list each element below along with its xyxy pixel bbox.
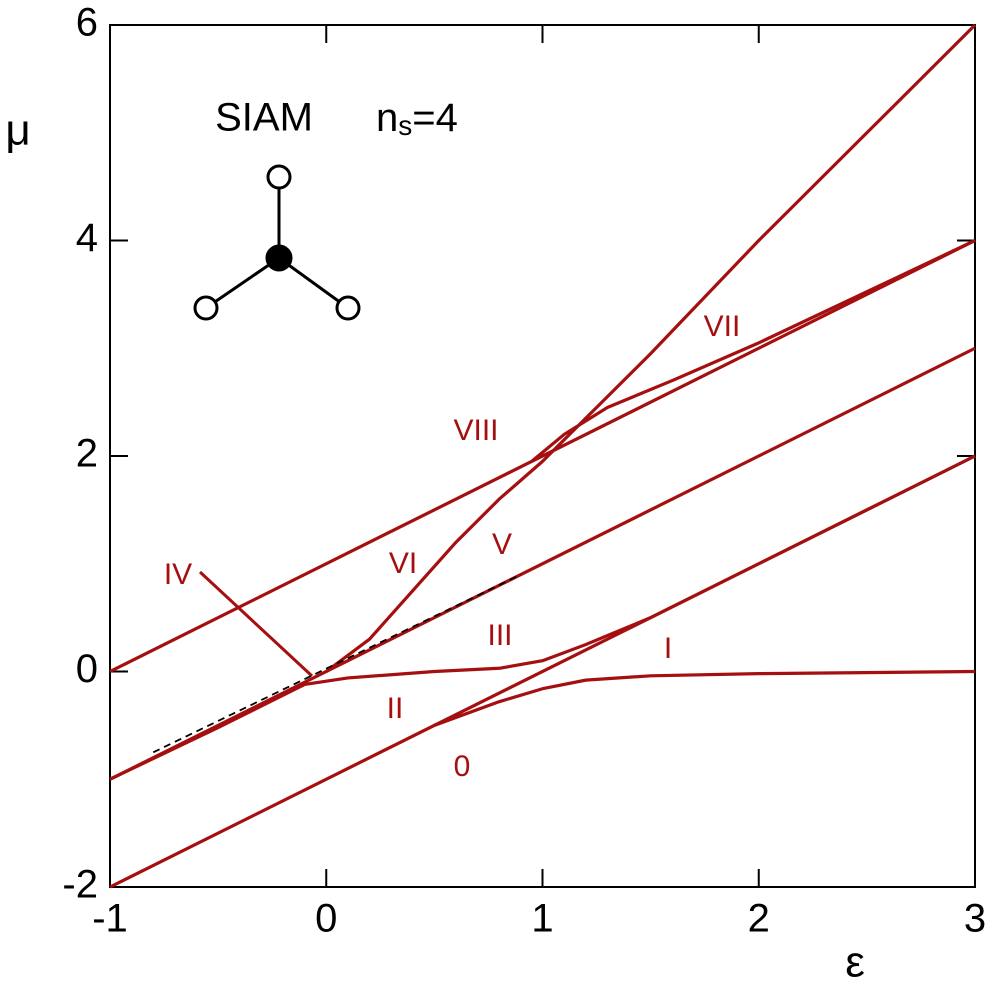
branch-label: VI (389, 547, 417, 580)
branch-label: VII (704, 310, 741, 343)
curve (109, 346, 976, 781)
bond (278, 256, 349, 310)
y-axis-label: μ (5, 106, 30, 155)
x-tick-label: 1 (531, 897, 553, 941)
size-label-sub: s (398, 110, 412, 141)
size-label-n: n (376, 96, 398, 140)
impurity-site (265, 244, 293, 272)
bond (205, 256, 280, 310)
size-label-rest: =4 (412, 96, 458, 140)
curve (109, 454, 976, 781)
y-tick-label: 6 (76, 1, 98, 45)
pointer (198, 570, 314, 678)
size-label: ns=4 (376, 96, 458, 142)
branch-label: V (492, 528, 512, 561)
bath-site (193, 295, 219, 321)
y-tick-label: 4 (76, 216, 98, 260)
branch-label: 0 (454, 750, 471, 783)
x-tick-label: 0 (315, 897, 337, 941)
y-tick-label: 0 (76, 647, 98, 691)
curve (109, 454, 976, 889)
y-tick-label: -2 (62, 863, 98, 907)
x-axis-label: ε (845, 938, 865, 987)
curve (325, 23, 977, 673)
curve (433, 669, 976, 727)
branch-label: III (487, 619, 512, 652)
tree-diagram (193, 164, 361, 321)
branch-label: VIII (453, 414, 498, 447)
model-label: SIAM (215, 96, 313, 140)
curve (152, 573, 522, 754)
curve (530, 239, 976, 463)
branch-label: II (387, 692, 404, 725)
x-tick-label: -1 (92, 897, 128, 941)
x-tick-label: 2 (748, 897, 770, 941)
branch-label: IV (164, 558, 192, 591)
bath-site (335, 295, 361, 321)
curve (109, 239, 976, 673)
y-tick-label: 2 (76, 432, 98, 476)
bath-site (266, 164, 292, 190)
branch-label: I (664, 632, 672, 665)
x-tick-label: 3 (964, 897, 986, 941)
